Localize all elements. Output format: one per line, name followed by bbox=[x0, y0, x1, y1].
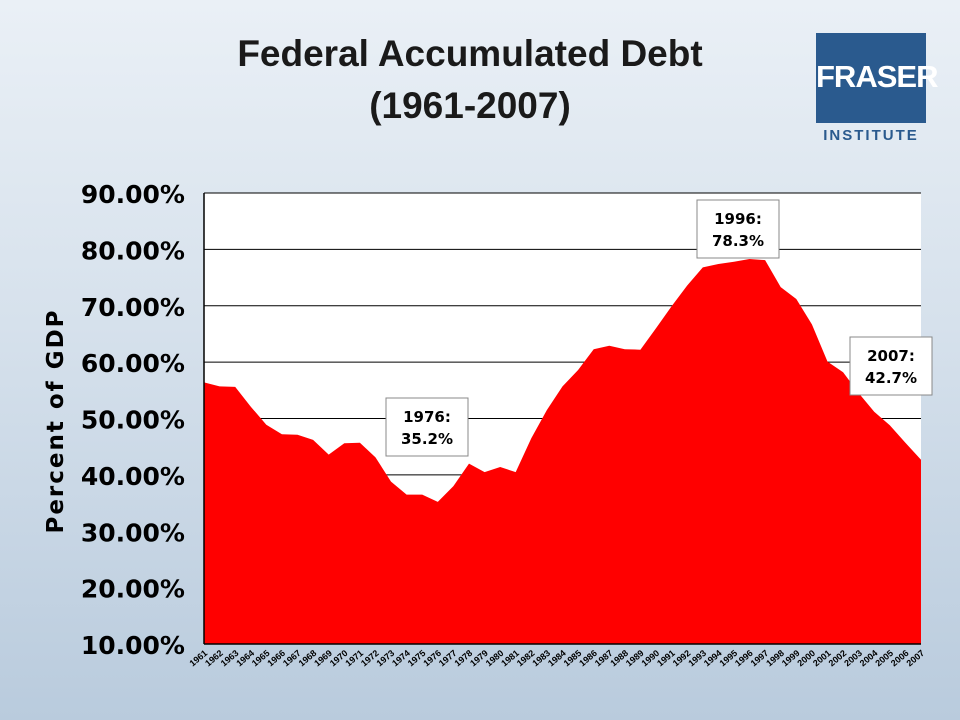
annotation-box bbox=[385, 397, 469, 457]
chart-title: Federal Accumulated Debt (1961-2007) bbox=[150, 28, 790, 132]
y-tick-label: 70.00% bbox=[81, 293, 185, 322]
title-line-2: (1961-2007) bbox=[369, 85, 571, 126]
logo-word: FRASER bbox=[816, 59, 938, 94]
logo-subtitle: INSTITUTE bbox=[823, 127, 919, 144]
y-tick-label: 90.00% bbox=[81, 180, 185, 209]
annotation-value: 35.2% bbox=[401, 430, 453, 448]
y-tick-label: 30.00% bbox=[81, 518, 185, 547]
y-tick-label: 60.00% bbox=[81, 349, 185, 378]
annotation-year: 2007: bbox=[867, 347, 915, 365]
y-tick-label: 80.00% bbox=[81, 236, 185, 265]
annotation-year: 1976: bbox=[403, 408, 451, 426]
annotation-value: 42.7% bbox=[865, 369, 917, 387]
annotation-value: 78.3% bbox=[712, 232, 764, 250]
y-tick-label: 20.00% bbox=[81, 575, 185, 604]
logo-box: FRASER bbox=[816, 33, 938, 123]
annotation-box bbox=[696, 199, 780, 259]
x-tick-label: 2007 bbox=[905, 648, 927, 669]
annotation-box bbox=[849, 336, 933, 396]
title-line-1: Federal Accumulated Debt bbox=[237, 33, 703, 74]
debt-area bbox=[204, 259, 921, 644]
annotation-year: 1996: bbox=[714, 210, 762, 228]
y-tick-label: 40.00% bbox=[81, 462, 185, 491]
fraser-institute-logo: FRASER INSTITUTE bbox=[816, 33, 938, 147]
y-axis-label: Percent of GDP bbox=[43, 308, 69, 533]
y-tick-label: 50.00% bbox=[81, 406, 185, 435]
y-tick-label: 10.00% bbox=[81, 631, 185, 660]
